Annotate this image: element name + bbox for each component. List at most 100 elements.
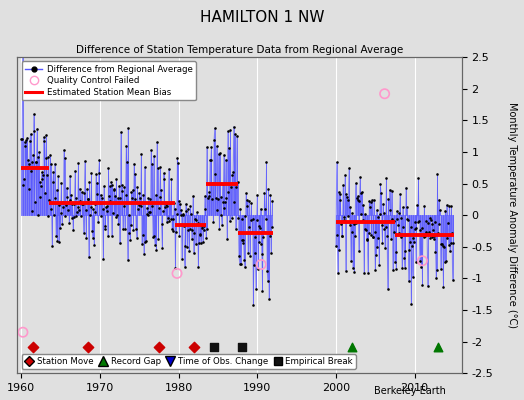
Point (147, 147, 155, 154)
Point (81, 207, 90, 213)
Point (180, 264, 189, 270)
Point (46, 199, 54, 206)
Point (130, 170, 139, 177)
Point (161, 204, 169, 210)
Point (420, 202, 429, 209)
Point (355, 248, 363, 254)
Point (195, 231, 204, 238)
Point (371, 267, 379, 273)
Point (411, 219, 419, 226)
Point (148, 161, 156, 167)
Point (149, 234, 157, 241)
Point (163, 203, 172, 209)
Point (209, 218, 217, 225)
Point (421, 232, 429, 239)
Point (17, 136, 26, 142)
Point (195, 239, 203, 246)
Point (140, 164, 149, 170)
Point (115, 183, 123, 189)
Point (73, 209, 81, 215)
Point (380, 226, 389, 232)
Point (136, 195, 144, 201)
Point (392, 266, 400, 272)
Point (181, 243, 189, 250)
Point (400, 265, 409, 271)
Point (259, 229, 268, 236)
Point (162, 200, 170, 207)
Point (418, 225, 426, 231)
Point (156, 164, 165, 171)
Point (391, 249, 400, 255)
Point (94, 218, 102, 225)
Point (61, 212, 70, 219)
Point (345, 222, 354, 228)
Point (191, 241, 200, 247)
Point (229, 169, 237, 176)
Point (216, 194, 225, 200)
Point (444, 242, 453, 248)
Point (29, 344, 37, 350)
Point (206, 157, 215, 163)
Point (71, 168, 79, 174)
Point (416, 258, 424, 264)
Point (440, 244, 448, 250)
Point (250, 262, 258, 268)
Point (242, 190, 250, 196)
Point (31, 198, 39, 205)
Point (405, 246, 413, 253)
Point (100, 183, 108, 190)
Point (175, 233, 183, 239)
Point (96, 200, 104, 206)
Point (232, 226, 240, 232)
Point (89, 206, 97, 212)
Point (243, 203, 251, 209)
Point (102, 204, 110, 210)
Point (236, 206, 244, 212)
Point (367, 232, 376, 238)
Point (436, 266, 445, 272)
Point (429, 236, 438, 243)
Point (34, 154, 42, 161)
Point (144, 212, 152, 218)
Point (217, 212, 225, 218)
Point (418, 258, 427, 264)
Point (135, 202, 143, 208)
Point (169, 228, 178, 234)
Point (264, 186, 272, 192)
Point (363, 236, 372, 242)
Point (339, 182, 347, 188)
Point (196, 240, 205, 246)
Point (389, 267, 397, 273)
Point (25, 161, 34, 168)
Point (350, 269, 358, 275)
Point (361, 211, 369, 217)
Point (433, 267, 441, 273)
Point (112, 214, 120, 220)
Point (212, 143, 221, 150)
Point (334, 270, 342, 276)
Point (394, 216, 402, 222)
Point (370, 229, 379, 235)
Point (428, 234, 436, 240)
Point (120, 184, 128, 190)
Point (67, 197, 75, 204)
Point (115, 240, 124, 246)
Point (431, 249, 440, 255)
Point (388, 216, 397, 222)
Point (57, 180, 66, 186)
Point (446, 248, 454, 254)
Point (255, 222, 264, 229)
Point (378, 240, 387, 246)
Point (75, 185, 84, 192)
Point (260, 189, 269, 196)
Point (214, 196, 222, 202)
Point (342, 268, 350, 274)
Point (48, 242, 57, 249)
Point (256, 225, 264, 231)
Point (18, 136, 26, 143)
Point (73, 204, 82, 210)
Point (82, 235, 91, 241)
Point (246, 217, 255, 223)
Point (262, 158, 270, 165)
Point (443, 235, 452, 241)
